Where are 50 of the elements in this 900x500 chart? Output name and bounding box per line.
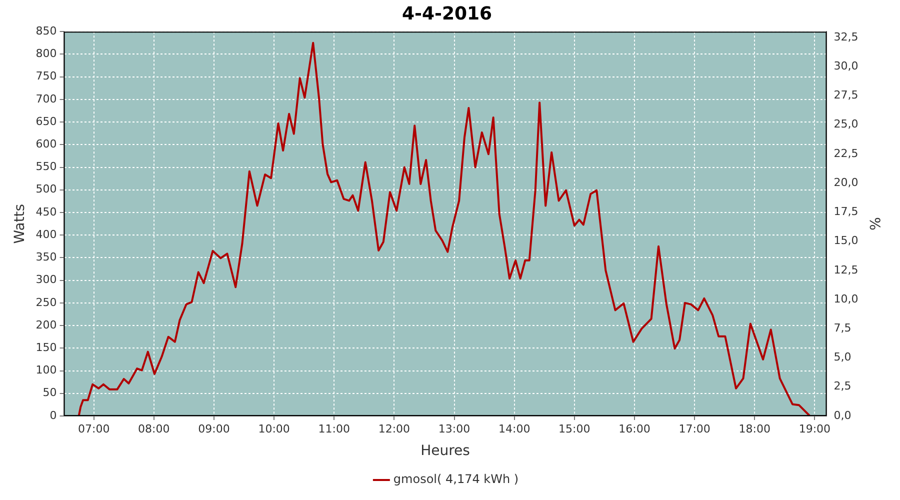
y2-tick-label: 10,0: [834, 292, 858, 306]
y2-tick-label: 5,0: [834, 350, 852, 364]
y2-tick-label: 22,5: [834, 146, 858, 160]
x-tick-label: 13:00: [438, 422, 470, 436]
legend-label: gmosol( 4,174 kWh ): [393, 472, 519, 486]
x-tick-label: 19:00: [798, 422, 831, 436]
x-tick-label: 11:00: [318, 422, 350, 436]
y2-tick-label: 7,5: [834, 321, 852, 334]
y2-tick-label: 30,0: [834, 59, 858, 72]
y-tick-label: 700: [36, 92, 57, 106]
y-axis-title: Watts: [12, 204, 28, 244]
y-tick-label: 400: [36, 228, 57, 241]
y2-axis-title: %: [866, 217, 882, 230]
y2-tick-label: 27,5: [834, 88, 858, 102]
y2-tick-label: 32,5: [834, 30, 858, 44]
y-tick-label: 50: [42, 386, 57, 400]
y-tick-label: 750: [36, 70, 57, 83]
x-tick-label: 12:00: [378, 422, 410, 436]
x-tick-label: 17:00: [678, 422, 710, 436]
y-tick-label: 850: [36, 24, 57, 38]
y2-tick-label: 2,5: [834, 380, 852, 393]
x-tick-label: 18:00: [738, 422, 770, 436]
y2-tick-label: 15,0: [834, 234, 858, 248]
y-tick-label: 150: [36, 341, 57, 354]
y-tick-label: 600: [36, 138, 57, 151]
y2-tick-label: 20,0: [834, 176, 858, 189]
y-tick-label: 550: [36, 160, 57, 174]
chart-title: 4-4-2016: [402, 3, 492, 24]
y-tick-label: 800: [36, 47, 57, 60]
x-tick-label: 15:00: [558, 422, 590, 436]
x-tick-label: 14:00: [498, 422, 530, 436]
y-tick-label: 0: [50, 408, 57, 422]
y-tick-label: 300: [36, 273, 57, 286]
y2-tick-label: 0,0: [834, 408, 852, 422]
x-tick-label: 16:00: [618, 422, 650, 436]
y2-tick-label: 12,5: [834, 263, 858, 276]
x-tick-label: 07:00: [78, 422, 110, 436]
y-tick-label: 250: [36, 296, 57, 309]
x-axis-title: Heures: [420, 443, 470, 460]
y-tick-label: 100: [36, 364, 57, 377]
x-tick-label: 08:00: [138, 422, 170, 436]
y-tick-label: 500: [36, 182, 57, 196]
y-tick-label: 650: [36, 114, 57, 128]
y-tick-label: 200: [36, 318, 57, 332]
x-tick-label: 09:00: [198, 422, 230, 436]
x-tick-label: 10:00: [258, 422, 290, 436]
y2-tick-label: 25,0: [834, 118, 858, 131]
y2-tick-label: 17,5: [834, 205, 858, 218]
y-tick-label: 450: [36, 205, 57, 218]
y-tick-label: 350: [36, 250, 57, 264]
